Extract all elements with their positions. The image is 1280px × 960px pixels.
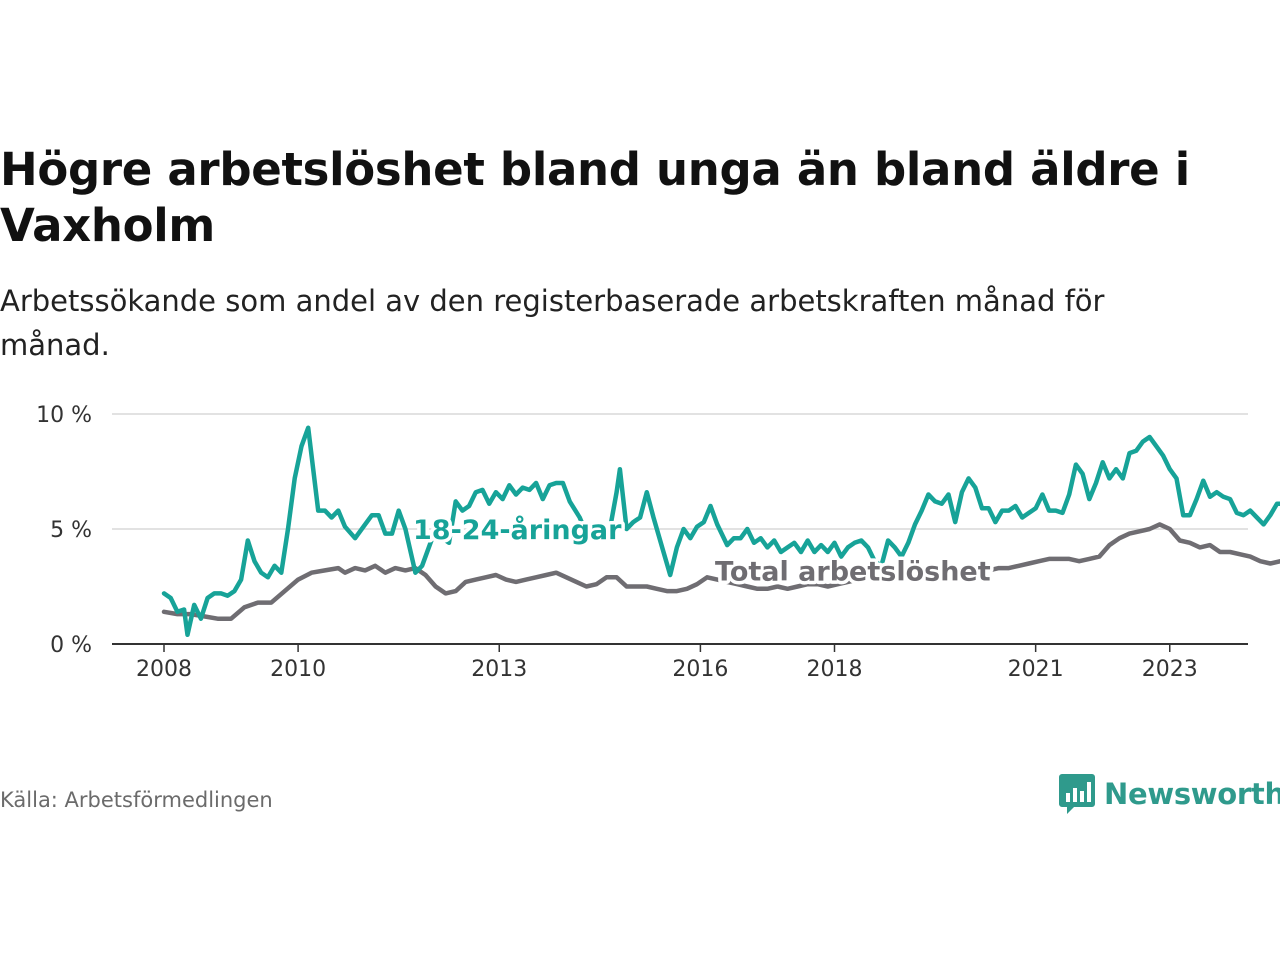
series-line-total: [161, 522, 1280, 621]
x-tick-label: 2013: [471, 657, 527, 682]
axis-layer: 10 % 5 % 0 % 2008 2010 2013 2016 2018 2021 2023: [36, 403, 1248, 682]
y-tick-label: 0 %: [50, 633, 92, 658]
y-tick-label: 5 %: [50, 518, 92, 543]
chart-subtitle: Arbetssökande som andel av den registerb…: [0, 284, 1105, 362]
series-line-youth: [161, 425, 1280, 638]
newsworthy-logo[interactable]: Newsworthy: [1058, 772, 1280, 816]
x-tick-label: 2016: [672, 657, 728, 682]
x-tick-label: 2010: [270, 657, 326, 682]
x-tick-label: 2008: [136, 657, 192, 682]
series-label-youth: 18-24-åringar: [413, 514, 622, 546]
x-tick-label: 2018: [807, 657, 863, 682]
x-tick-label: 2021: [1008, 657, 1064, 682]
line-chart: 10 % 5 % 0 % 2008 2010 2013 2016 2018 2021 2023 1…: [36, 403, 1280, 682]
series-label-total: Total arbetslöshet: [715, 556, 991, 587]
newsworthy-logo-icon: [1059, 774, 1095, 814]
chart-title: Högre arbetslöshet bland unga än bland ä…: [0, 143, 1190, 252]
source-note: Källa: Arbetsförmedlingen: [0, 788, 273, 812]
series-layer: [161, 425, 1280, 638]
x-tick-label: 2023: [1142, 657, 1198, 682]
y-tick-label: 10 %: [36, 403, 92, 428]
newsworthy-logo-text: Newsworthy: [1104, 777, 1280, 811]
grid-layer: [112, 413, 1248, 530]
